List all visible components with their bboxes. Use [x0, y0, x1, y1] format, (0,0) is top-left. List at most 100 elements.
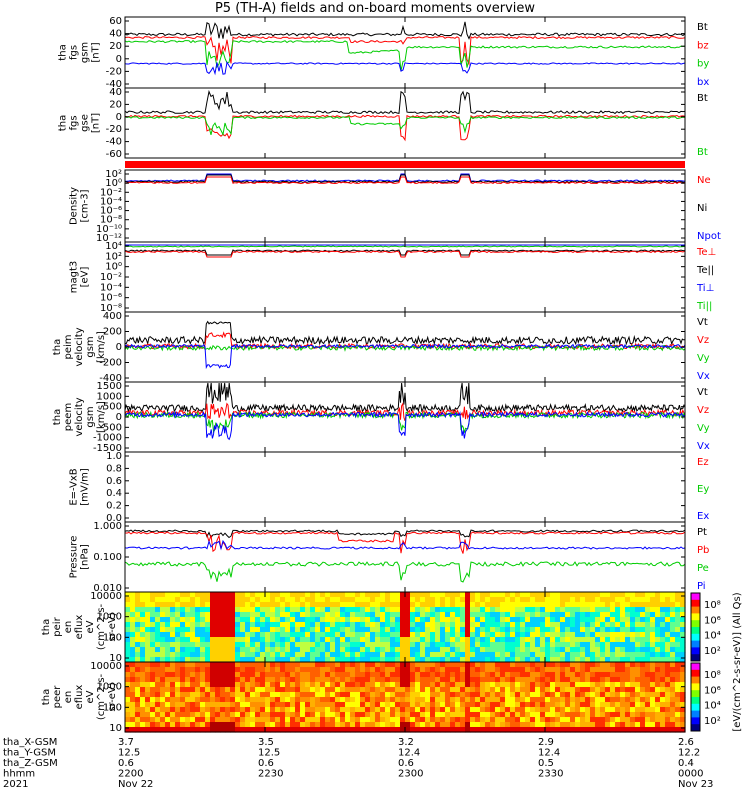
- spectrogram-cell: [325, 632, 331, 638]
- spectrogram-cell: [460, 667, 466, 673]
- spectrogram-cell: [430, 727, 436, 733]
- spectrogram-cell: [420, 682, 426, 688]
- spectrogram-cell: [325, 697, 331, 703]
- spectrogram-cell: [610, 662, 616, 668]
- spectrogram-cell: [545, 712, 551, 718]
- spectrogram-cell: [520, 662, 526, 668]
- spectrogram-cell: [305, 682, 311, 688]
- spectrogram-cell: [660, 617, 666, 623]
- spectrogram-cell: [355, 657, 361, 663]
- colorbar-label: [eV/(cm^2-s-sr-eV)] (All Qs): [732, 592, 743, 731]
- spectrogram-cell: [135, 677, 141, 683]
- series-line-red: [124, 114, 686, 142]
- colorbar-segment: [691, 599, 700, 608]
- spectrogram-cell: [240, 592, 246, 598]
- spectrogram-cell: [390, 672, 396, 678]
- spectrogram-cell: [415, 662, 421, 668]
- spectrogram-cell: [460, 622, 466, 628]
- spectrogram-cell: [210, 717, 216, 723]
- spectrogram-cell: [640, 727, 646, 733]
- spectrogram-cell: [460, 672, 466, 678]
- spectrogram-cell: [670, 662, 676, 668]
- spectrogram-cell: [310, 647, 316, 653]
- spectrogram-cell: [550, 662, 556, 668]
- spectrogram-cell: [345, 677, 351, 683]
- spectrogram-cell: [595, 642, 601, 648]
- spectrogram-cell: [230, 657, 236, 663]
- y-tick-label: 0.010: [93, 583, 122, 594]
- spectrogram-cell: [460, 717, 466, 723]
- spectrogram-cell: [625, 627, 631, 633]
- y-tick-label: 10⁻²: [100, 272, 122, 283]
- panel-frame: [124, 241, 686, 313]
- spectrogram-cell: [495, 727, 501, 733]
- spectrogram-cell: [235, 617, 241, 623]
- spectrogram-cell: [680, 657, 686, 663]
- spectrogram-cell: [515, 697, 521, 703]
- spectrogram-cell: [440, 642, 446, 648]
- spectrogram-cell: [320, 687, 326, 693]
- spectrogram-cell: [640, 652, 646, 658]
- spectrogram-cell: [585, 597, 591, 603]
- y-tick-label: 10⁴: [105, 241, 122, 252]
- spectrogram-cell: [645, 672, 651, 678]
- spectrogram-cell: [555, 712, 561, 718]
- series-line-Vt: [124, 382, 686, 414]
- spectrogram-cell: [145, 627, 151, 633]
- spectrogram-cell: [465, 662, 471, 668]
- spectrogram-cell: [455, 682, 461, 688]
- spectrogram-cell: [365, 662, 371, 668]
- spectrogram-cell: [665, 677, 671, 683]
- spectrogram-cell: [325, 617, 331, 623]
- spectrogram-cell: [655, 672, 661, 678]
- spectrogram-cell: [445, 652, 451, 658]
- spectrogram-cell: [180, 622, 186, 628]
- spectrogram-cell: [280, 597, 286, 603]
- spectrogram-cell: [400, 617, 406, 623]
- spectrogram-cell: [615, 612, 621, 618]
- spectrogram-cell: [135, 647, 141, 653]
- colorbar-tick: 10⁴: [704, 701, 721, 712]
- spectrogram-cell: [605, 682, 611, 688]
- spectrogram-cell: [230, 637, 236, 643]
- spectrogram-cell: [275, 702, 281, 708]
- spectrogram-cell: [220, 607, 226, 613]
- spectrogram-cell: [230, 707, 236, 713]
- spectrogram-cell: [435, 707, 441, 713]
- spectrogram-cell: [570, 707, 576, 713]
- spectrogram-cell: [570, 602, 576, 608]
- spectrogram-cell: [595, 662, 601, 668]
- spectrogram-cell: [390, 702, 396, 708]
- spectrogram-cell: [620, 692, 626, 698]
- spectrogram-cell: [665, 692, 671, 698]
- y-tick-label: 0: [116, 342, 122, 353]
- spectrogram-cell: [350, 617, 356, 623]
- spectrogram-cell: [445, 677, 451, 683]
- spectrogram-cell: [665, 597, 671, 603]
- spectrogram-cell: [300, 607, 306, 613]
- spectrogram-cell: [530, 627, 536, 633]
- spectrogram-cell: [430, 647, 436, 653]
- spectrogram-cell: [615, 702, 621, 708]
- spectrogram-cell: [380, 727, 386, 733]
- spectrogram-cell: [640, 607, 646, 613]
- legend-entry: by: [697, 59, 709, 70]
- spectrogram-cell: [280, 662, 286, 668]
- spectrogram-cell: [200, 682, 206, 688]
- spectrogram-cell: [190, 677, 196, 683]
- spectrogram-cell: [620, 597, 626, 603]
- spectrogram-cell: [385, 637, 391, 643]
- spectrogram-cell: [535, 697, 541, 703]
- spectrogram-cell: [175, 647, 181, 653]
- spectrogram-cell: [465, 682, 471, 688]
- spectrogram-cell: [630, 687, 636, 693]
- spectrogram-cell: [670, 607, 676, 613]
- spectrogram-cell: [480, 617, 486, 623]
- spectrogram-cell: [160, 637, 166, 643]
- spectrogram-cell: [420, 617, 426, 623]
- spectrogram-cell: [435, 672, 441, 678]
- spectrogram-cell: [250, 717, 256, 723]
- spectrogram-cell: [130, 677, 136, 683]
- spectrogram-cell: [125, 622, 131, 628]
- spectrogram-cell: [335, 652, 341, 658]
